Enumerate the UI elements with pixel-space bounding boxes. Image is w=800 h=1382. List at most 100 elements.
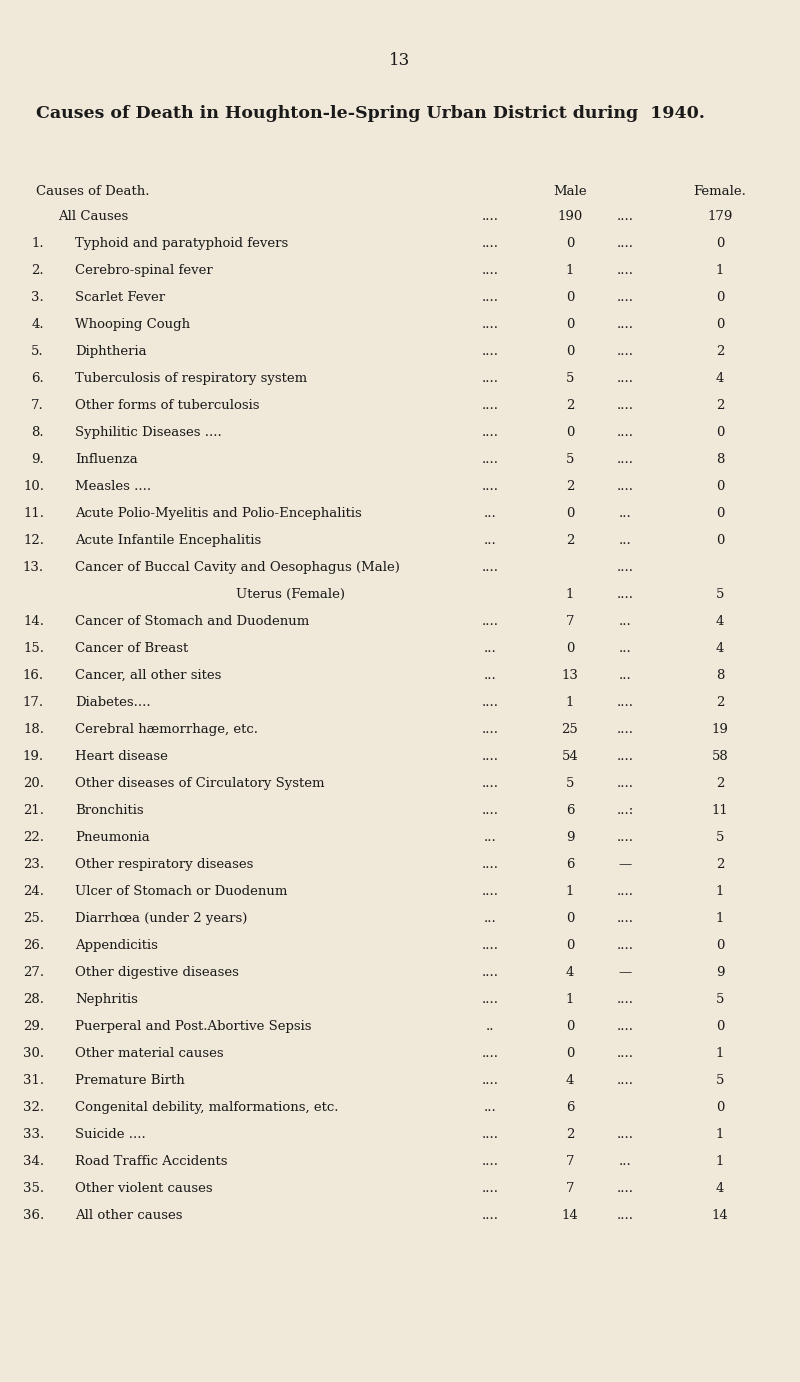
Text: ....: .... <box>617 1128 634 1142</box>
Text: 4: 4 <box>566 1074 574 1088</box>
Text: 0: 0 <box>716 236 724 250</box>
Text: 4: 4 <box>716 372 724 386</box>
Text: 19.: 19. <box>23 750 44 763</box>
Text: 2: 2 <box>566 1128 574 1142</box>
Text: 3.: 3. <box>31 292 44 304</box>
Text: 29.: 29. <box>23 1020 44 1032</box>
Text: ....: .... <box>482 480 498 493</box>
Text: ....: .... <box>482 236 498 250</box>
Text: 20.: 20. <box>23 777 44 791</box>
Text: 0: 0 <box>566 1048 574 1060</box>
Text: 11: 11 <box>712 804 728 817</box>
Text: ....: .... <box>617 994 634 1006</box>
Text: 1: 1 <box>566 264 574 276</box>
Text: ....: .... <box>482 966 498 978</box>
Text: ..: .. <box>486 1020 494 1032</box>
Text: 5.: 5. <box>31 346 44 358</box>
Text: ....: .... <box>482 1074 498 1088</box>
Text: 5: 5 <box>716 1074 724 1088</box>
Text: 4: 4 <box>566 966 574 978</box>
Text: ...: ... <box>618 669 631 681</box>
Text: 9: 9 <box>716 966 724 978</box>
Text: 6.: 6. <box>31 372 44 386</box>
Text: 2: 2 <box>716 777 724 791</box>
Text: Bronchitis: Bronchitis <box>75 804 144 817</box>
Text: ...: ... <box>484 912 496 925</box>
Text: 5: 5 <box>566 372 574 386</box>
Text: ...: ... <box>484 507 496 520</box>
Text: Other material causes: Other material causes <box>75 1048 224 1060</box>
Text: ...:: ...: <box>616 804 634 817</box>
Text: 0: 0 <box>716 1020 724 1032</box>
Text: Causes of Death in Houghton-le-Spring Urban District during  1940.: Causes of Death in Houghton-le-Spring Ur… <box>36 105 705 122</box>
Text: ....: .... <box>617 1048 634 1060</box>
Text: 0: 0 <box>716 292 724 304</box>
Text: 21.: 21. <box>23 804 44 817</box>
Text: 0: 0 <box>716 938 724 952</box>
Text: 23.: 23. <box>23 858 44 871</box>
Text: 2: 2 <box>566 480 574 493</box>
Text: ....: .... <box>617 264 634 276</box>
Text: ....: .... <box>482 884 498 898</box>
Text: 34.: 34. <box>23 1155 44 1168</box>
Text: Diphtheria: Diphtheria <box>75 346 146 358</box>
Text: 8: 8 <box>716 669 724 681</box>
Text: ....: .... <box>617 777 634 791</box>
Text: 19: 19 <box>711 723 729 737</box>
Text: 36.: 36. <box>22 1209 44 1222</box>
Text: 18.: 18. <box>23 723 44 737</box>
Text: Other violent causes: Other violent causes <box>75 1182 213 1195</box>
Text: ....: .... <box>617 236 634 250</box>
Text: 31.: 31. <box>23 1074 44 1088</box>
Text: ....: .... <box>482 1128 498 1142</box>
Text: 6: 6 <box>566 804 574 817</box>
Text: 2.: 2. <box>31 264 44 276</box>
Text: 6: 6 <box>566 1101 574 1114</box>
Text: 1: 1 <box>566 994 574 1006</box>
Text: 32.: 32. <box>23 1101 44 1114</box>
Text: 1: 1 <box>716 1155 724 1168</box>
Text: 25.: 25. <box>23 912 44 925</box>
Text: 14.: 14. <box>23 615 44 627</box>
Text: Acute Infantile Encephalitis: Acute Infantile Encephalitis <box>75 533 262 547</box>
Text: 6: 6 <box>566 858 574 871</box>
Text: ....: .... <box>482 994 498 1006</box>
Text: ...: ... <box>618 507 631 520</box>
Text: ....: .... <box>482 615 498 627</box>
Text: Measles ....: Measles .... <box>75 480 151 493</box>
Text: All other causes: All other causes <box>75 1209 182 1222</box>
Text: 190: 190 <box>558 210 582 223</box>
Text: Pneumonia: Pneumonia <box>75 831 150 844</box>
Text: ....: .... <box>617 831 634 844</box>
Text: ....: .... <box>482 804 498 817</box>
Text: —: — <box>618 858 632 871</box>
Text: 8: 8 <box>716 453 724 466</box>
Text: 10.: 10. <box>23 480 44 493</box>
Text: Typhoid and paratyphoid fevers: Typhoid and paratyphoid fevers <box>75 236 288 250</box>
Text: 14: 14 <box>712 1209 728 1222</box>
Text: 0: 0 <box>566 318 574 332</box>
Text: ...: ... <box>618 1155 631 1168</box>
Text: —: — <box>618 966 632 978</box>
Text: Other diseases of Circulatory System: Other diseases of Circulatory System <box>75 777 325 791</box>
Text: ....: .... <box>617 399 634 412</box>
Text: ....: .... <box>482 561 498 574</box>
Text: ....: .... <box>482 938 498 952</box>
Text: Scarlet Fever: Scarlet Fever <box>75 292 165 304</box>
Text: 0: 0 <box>716 507 724 520</box>
Text: 1: 1 <box>566 587 574 601</box>
Text: 35.: 35. <box>23 1182 44 1195</box>
Text: ....: .... <box>482 723 498 737</box>
Text: 7: 7 <box>566 615 574 627</box>
Text: 5: 5 <box>716 994 724 1006</box>
Text: 179: 179 <box>707 210 733 223</box>
Text: ....: .... <box>617 750 634 763</box>
Text: 5: 5 <box>566 453 574 466</box>
Text: ....: .... <box>617 938 634 952</box>
Text: 9.: 9. <box>31 453 44 466</box>
Text: 1.: 1. <box>31 236 44 250</box>
Text: 0: 0 <box>566 938 574 952</box>
Text: Cancer of Breast: Cancer of Breast <box>75 643 188 655</box>
Text: ....: .... <box>482 777 498 791</box>
Text: 7: 7 <box>566 1182 574 1195</box>
